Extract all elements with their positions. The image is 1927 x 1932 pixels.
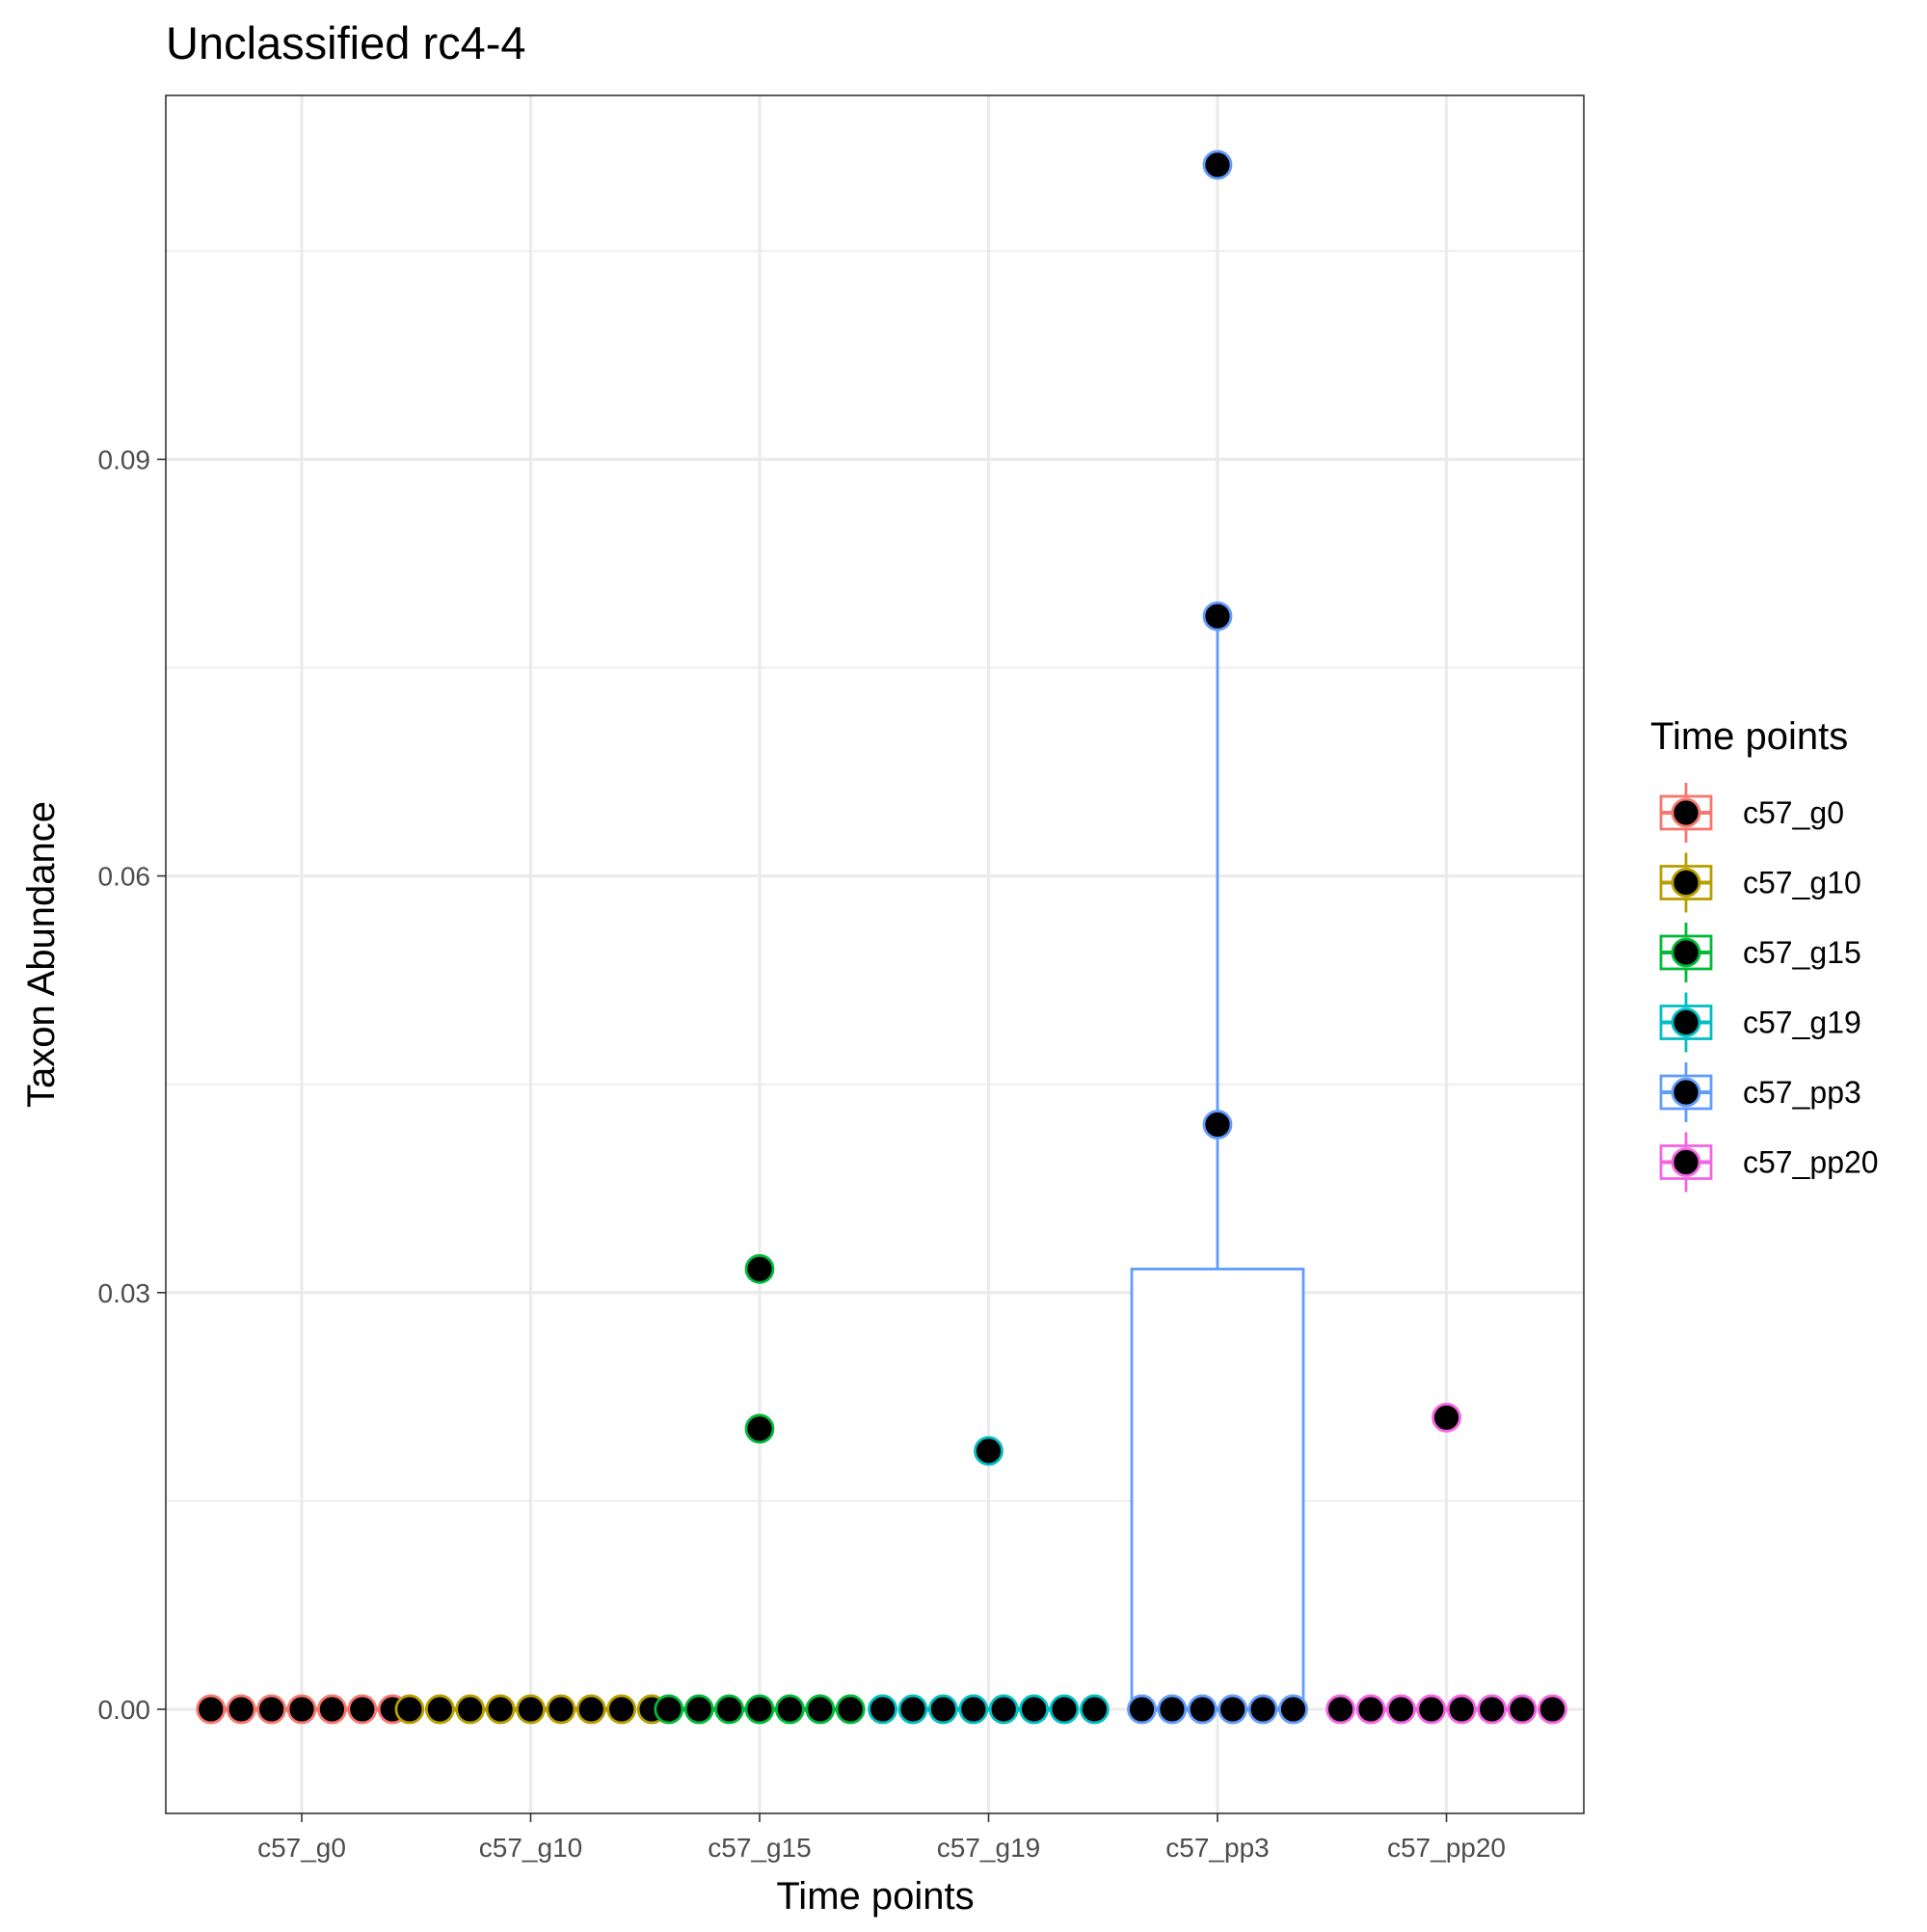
data-point [976, 1437, 1003, 1464]
data-point [1249, 1696, 1276, 1723]
data-point [1159, 1696, 1186, 1723]
data-point [1051, 1696, 1078, 1723]
data-point [990, 1696, 1017, 1723]
data-point [1448, 1696, 1475, 1723]
data-point [227, 1696, 254, 1723]
legend-key-point [1673, 939, 1700, 966]
data-point [746, 1696, 773, 1723]
data-point [487, 1696, 514, 1723]
data-point [1327, 1696, 1354, 1723]
data-point [656, 1696, 682, 1723]
data-point [776, 1696, 803, 1723]
data-point [518, 1696, 545, 1723]
data-point [1021, 1696, 1048, 1723]
legend-title: Time points [1650, 715, 1848, 758]
data-point [1204, 603, 1231, 630]
legend-key-point [1673, 1149, 1700, 1176]
data-point [1479, 1696, 1506, 1723]
data-point [685, 1696, 712, 1723]
data-point [1418, 1696, 1445, 1723]
data-point [1204, 1111, 1231, 1138]
legend-key-point [1673, 870, 1700, 897]
legend-item-c57_g10: c57_g10 [1658, 853, 1861, 913]
box-body [1132, 1269, 1303, 1709]
y-tick-label: 0.00 [98, 1695, 151, 1725]
legend-label: c57_g0 [1743, 795, 1844, 830]
y-tick-label: 0.09 [98, 444, 151, 474]
data-point [746, 1415, 773, 1442]
legend-key-point [1673, 1009, 1700, 1036]
legend-key-point [1673, 1079, 1700, 1106]
y-tick-label: 0.06 [98, 862, 151, 892]
points-c57_g10 [396, 1696, 665, 1723]
legend-label: c57_g19 [1743, 1006, 1861, 1040]
data-point [960, 1696, 987, 1723]
data-point [1129, 1696, 1156, 1723]
data-point [288, 1696, 315, 1723]
chart-title: Unclassified rc4-4 [166, 17, 526, 68]
legend-key-point [1673, 799, 1700, 826]
legend-label: c57_pp20 [1743, 1145, 1879, 1180]
data-point [1204, 151, 1231, 178]
legend-item-c57_pp20: c57_pp20 [1658, 1133, 1879, 1193]
data-point [899, 1696, 926, 1723]
x-tick-label: c57_g10 [479, 1833, 582, 1863]
data-point [929, 1696, 956, 1723]
legend-item-c57_g0: c57_g0 [1658, 783, 1844, 843]
x-axis-title: Time points [776, 1875, 974, 1918]
y-axis-title: Taxon Abundance [20, 801, 63, 1108]
data-point [1433, 1404, 1460, 1431]
plot-area: 0.00 0.03 0.06 0.09 c57_g0 c57_g10 c57_g15 c57_… [98, 95, 1585, 1863]
data-point [1189, 1696, 1216, 1723]
legend-label: c57_pp3 [1743, 1075, 1861, 1110]
data-point [1219, 1696, 1246, 1723]
data-point [396, 1696, 423, 1723]
data-point [548, 1696, 575, 1723]
data-point [807, 1696, 834, 1723]
data-point [457, 1696, 484, 1723]
data-point [837, 1696, 864, 1723]
data-point [1539, 1696, 1566, 1723]
legend-item-c57_g15: c57_g15 [1658, 923, 1861, 982]
data-point [349, 1696, 376, 1723]
data-point [1387, 1696, 1414, 1723]
y-tick-label: 0.03 [98, 1278, 151, 1308]
legend: Time points c57_g0 c57_g10 c57_g15 c57_g19c… [1650, 715, 1879, 1193]
x-tick-label: c57_g15 [708, 1833, 811, 1863]
data-point [258, 1696, 285, 1723]
x-tick-label: c57_pp20 [1387, 1833, 1506, 1863]
data-point [746, 1255, 773, 1282]
legend-label: c57_g10 [1743, 866, 1861, 900]
x-tick-label: c57_pp3 [1165, 1833, 1269, 1863]
x-tick-label: c57_g0 [257, 1833, 346, 1863]
data-point [1509, 1696, 1536, 1723]
data-point [577, 1696, 604, 1723]
x-tick-label: c57_g19 [937, 1833, 1040, 1863]
data-point [870, 1696, 897, 1723]
data-point [1280, 1696, 1307, 1723]
legend-label: c57_g15 [1743, 935, 1861, 970]
legend-item-c57_pp3: c57_pp3 [1658, 1062, 1861, 1122]
data-point [608, 1696, 635, 1723]
plot-panel [166, 95, 1584, 1813]
data-point [426, 1696, 453, 1723]
data-point [1357, 1696, 1384, 1723]
data-point [716, 1696, 743, 1723]
data-point [318, 1696, 345, 1723]
data-point [198, 1696, 225, 1723]
data-point [1081, 1696, 1108, 1723]
legend-item-c57_g19: c57_g19 [1658, 993, 1861, 1053]
